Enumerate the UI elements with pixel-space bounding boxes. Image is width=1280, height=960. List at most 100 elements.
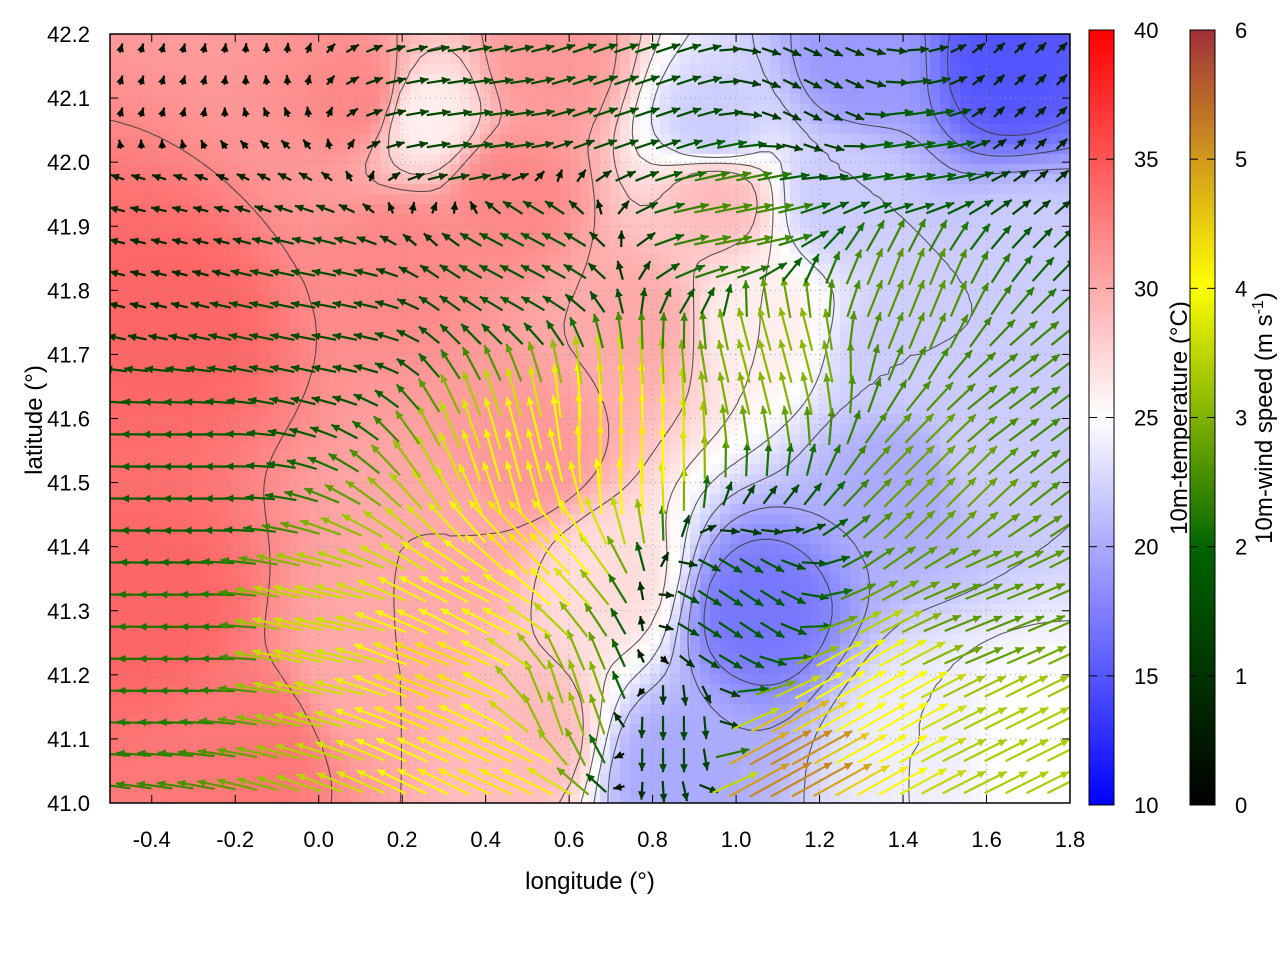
temperature-cell [1020,404,1031,415]
temperature-cell [530,54,541,65]
temperature-cell [530,374,541,385]
temperature-cell [590,534,601,545]
temperature-cell [990,214,1001,225]
temperature-cell [670,274,681,285]
temperature-cell [800,444,811,455]
temperature-cell [770,94,781,105]
temperature-cell [550,544,561,555]
temperature-cell [700,284,711,295]
temperature-cell [300,54,311,65]
temperature-cell [540,244,551,255]
temperature-cell [980,124,991,135]
temperature-cell [330,74,341,85]
temperature-cell [930,244,941,255]
temperature-cell [870,414,881,425]
temperature-cell [790,194,801,205]
temperature-cell [270,474,281,485]
temperature-cell [180,434,191,445]
temperature-cell [190,514,201,525]
temperature-cell [960,114,971,125]
temperature-cell [750,114,761,125]
temperature-cell [120,474,131,485]
temperature-cell [600,84,611,95]
temperature-cell [350,294,361,305]
temperature-cell [270,304,281,315]
temperature-cell [950,164,961,175]
temperature-cell [870,34,881,45]
temperature-cell [490,144,501,155]
temperature-cell [820,234,831,245]
temperature-cell [730,164,741,175]
temperature-cell [450,164,461,175]
temperature-cell [920,334,931,345]
temperature-cell [550,514,561,525]
temperature-cell [460,534,471,545]
temperature-cell [500,344,511,355]
temperature-cell [610,154,621,165]
temperature-cell [470,434,481,445]
temperature-cell [530,134,541,145]
temperature-cell [510,284,521,295]
temperature-cell [180,404,191,415]
temperature-cell [980,294,991,305]
temperature-cell [290,284,301,295]
temperature-cell [110,524,121,535]
temperature-cell [750,124,761,135]
temperature-cell [430,344,441,355]
temperature-cell [1010,484,1021,495]
temperature-cell [320,114,331,125]
temperature-cell [110,44,121,55]
temperature-cell [220,294,231,305]
temperature-cell [550,284,561,295]
temperature-cell [360,104,371,115]
temperature-cell [850,114,861,125]
temperature-cell [290,84,301,95]
temperature-cell [430,514,441,525]
temperature-cell [1040,234,1051,245]
temperature-cell [340,374,351,385]
temperature-cell [190,524,201,535]
temperature-cell [890,154,901,165]
temperature-cell [420,244,431,255]
temperature-cell [770,464,781,475]
temperature-cell [150,164,161,175]
temperature-cell [640,214,651,225]
temperature-cell [260,244,271,255]
temperature-cell [780,294,791,305]
temperature-cell [980,524,991,535]
temperature-cell [410,174,421,185]
temperature-cell [620,424,631,435]
temperature-cell [560,294,571,305]
temperature-cell [580,114,591,125]
temperature-cell [1030,134,1041,145]
temperature-cell [810,164,821,175]
temperature-cell [370,234,381,245]
temperature-cell [530,324,541,335]
temperature-cell [520,134,531,145]
temperature-cell [570,184,581,195]
temperature-cell [170,444,181,455]
temperature-cell [830,294,841,305]
temperature-cell [640,494,651,505]
temperature-cell [400,184,411,195]
temperature-cell [830,174,841,185]
temperature-cell [850,474,861,485]
temperature-cell [850,514,861,525]
temperature-cell [220,404,231,415]
temperature-cell [710,544,721,555]
temperature-cell [610,254,621,265]
temperature-cell [350,34,361,45]
temperature-cell [840,494,851,505]
temperature-cell [670,214,681,225]
temperature-cell [410,64,421,75]
temperature-cell [150,244,161,255]
temperature-cell [790,454,801,465]
temperature-cell [790,64,801,75]
temperature-cell [410,524,421,535]
temperature-cell [970,284,981,295]
temperature-cell [540,314,551,325]
temperature-cell [1010,474,1021,485]
temperature-cell [290,254,301,265]
temperature-cell [330,284,341,295]
temperature-cell [130,524,141,535]
